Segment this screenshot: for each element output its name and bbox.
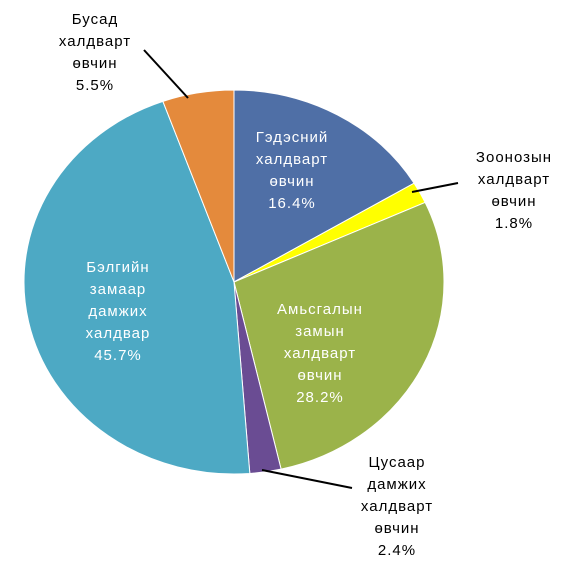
value-label: 45.7% [94,347,142,364]
pie-slice [233,89,415,283]
value-label: 5.5% [76,77,114,94]
value-label: 28.2% [296,389,344,406]
label-line: Амьсгалын [277,301,363,318]
leader-line [261,469,353,489]
slice-label: Бусад халдварт өвчин [59,11,131,72]
slice-label: Бэлгийн замаар дамжих халдвар [86,259,151,342]
value-label: 1.8% [495,215,533,232]
leader-line [143,49,189,99]
label-line: өвчин [72,55,117,72]
label-line: өвчин [269,173,314,190]
slice-label: Амьсгалын замын халдварт өвчин [277,301,363,384]
label-line: Цусаар [369,454,426,471]
pie-slice [23,100,251,475]
label-line: Гэдэсний [256,129,329,146]
slice-label: Зоонозын халдварт өвчин [476,149,552,210]
label-line: өвчин [297,367,342,384]
label-line: халдварт [361,498,433,515]
pie-slice [233,201,445,470]
label-line: халдварт [284,345,356,362]
label-line: замын [295,323,345,340]
label-line: дамжих [88,303,147,320]
slice-label: Цусаар дамжих халдварт өвчин [361,454,433,537]
label-line: халдварт [59,33,131,50]
label-line: өвчин [491,193,536,210]
label-line: Зоонозын [476,149,552,166]
label-line: замаар [90,281,147,298]
slice-label: Гэдэсний халдварт өвчин [256,129,329,190]
label-line: Бэлгийн [86,259,149,276]
label-line: дамжих [367,476,426,493]
value-label: 2.4% [378,542,416,559]
leader-line [411,182,459,193]
label-line: халдварт [256,151,328,168]
label-line: өвчин [374,520,419,537]
label-line: халдварт [478,171,550,188]
label-line: Бусад [72,11,118,28]
pie-slice [162,89,235,283]
value-label: 16.4% [268,195,316,212]
label-line: халдвар [86,325,151,342]
